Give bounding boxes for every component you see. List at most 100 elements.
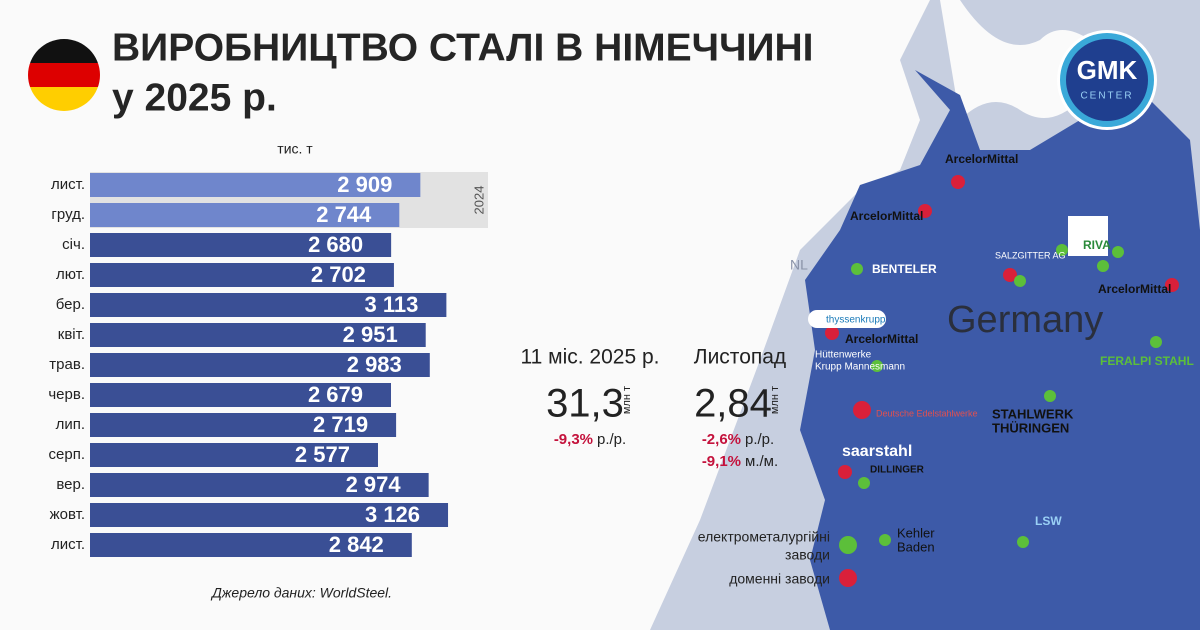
- company: ArcelorMittal: [845, 332, 918, 346]
- plant-dot: [1003, 268, 1017, 282]
- value-label: 2 744: [316, 202, 372, 227]
- category-label: жовт.: [50, 506, 85, 523]
- plant-dot: [1112, 246, 1124, 258]
- stat-period: 11 міс. 2025 р.: [521, 346, 660, 369]
- stat-period: Листопад: [694, 346, 786, 369]
- bar: [90, 203, 400, 227]
- value-label: 2 680: [308, 232, 363, 257]
- category-label: серп.: [49, 446, 85, 463]
- company: BENTELER: [872, 262, 937, 276]
- plant-dot: [851, 263, 863, 275]
- category-label: лип.: [56, 416, 85, 433]
- company: Deutsche Edelstahlwerke: [876, 408, 978, 418]
- plant-dot: [838, 465, 852, 479]
- plant-dot: [918, 204, 932, 218]
- company: ArcelorMittal: [1098, 282, 1171, 296]
- plant-dot: [951, 175, 965, 189]
- plant-dot: [1014, 275, 1026, 287]
- source: Джерело даних: WorldSteel.: [210, 585, 392, 601]
- bar-chart: тис. т 2024 лист. 2 909 груд. 2 744 січ. 2 680…: [48, 141, 488, 557]
- logo: GMK CENTER: [1057, 30, 1157, 130]
- group-label: 2024: [471, 186, 486, 215]
- bar: [90, 233, 392, 257]
- logo-ring: [1060, 33, 1154, 127]
- value-label: 2 909: [337, 172, 392, 197]
- plant-dot: [1044, 390, 1056, 402]
- plant-dot: [858, 477, 870, 489]
- company: STAHLWERK: [992, 406, 1074, 421]
- flag: [28, 39, 100, 111]
- category-label: бер.: [56, 296, 85, 313]
- bar: [90, 173, 421, 197]
- value-label: 2 983: [347, 352, 402, 377]
- category-label: січ.: [62, 236, 85, 253]
- category-label: лист.: [51, 536, 85, 553]
- company: DILLINGER: [870, 465, 925, 476]
- legend-label: заводи: [785, 547, 830, 563]
- bar: [90, 473, 429, 497]
- value-label: 2 719: [313, 412, 368, 437]
- category-label: трав.: [49, 356, 85, 373]
- value-label: 2 679: [308, 382, 363, 407]
- company-labels: ArcelorMittal ArcelorMittal ArcelorMitta…: [808, 152, 1194, 554]
- company: thyssenkrupp: [826, 315, 886, 326]
- plant-dot: [1017, 536, 1029, 548]
- logo-text: CENTER: [1080, 91, 1133, 102]
- company: RIVA: [1083, 238, 1111, 252]
- bar: [90, 503, 449, 527]
- company: Baden: [897, 539, 935, 554]
- category-label: квіт.: [58, 326, 85, 343]
- category-label: лют.: [56, 266, 85, 283]
- bar: [90, 383, 392, 407]
- logo-text: GMK: [1077, 55, 1138, 85]
- title: у 2025 р.: [112, 76, 277, 119]
- map: NL Germany ArcelorMittal ArcelorMittal A…: [650, 0, 1200, 630]
- value-label: 2 842: [329, 532, 384, 557]
- category-label: лист.: [51, 176, 85, 193]
- company: Kehler: [897, 525, 935, 540]
- company: LSW: [1035, 514, 1062, 528]
- value-label: 3 113: [365, 292, 419, 317]
- value-label: 2 951: [343, 322, 398, 347]
- company: ArcelorMittal: [945, 152, 1018, 166]
- map-label: Germany: [947, 299, 1103, 341]
- company: THÜRINGEN: [992, 420, 1069, 435]
- category-label: вер.: [56, 476, 85, 493]
- plant-dot: [1150, 336, 1162, 348]
- category-label: черв.: [48, 386, 85, 403]
- logo-mark: [853, 401, 871, 419]
- bar: [90, 353, 430, 377]
- plant-dots: [825, 175, 1179, 548]
- stat-value: 31,3: [546, 382, 624, 426]
- stat-basis: р./р.: [745, 431, 774, 448]
- bar: [90, 533, 412, 557]
- stat-change: -9,1%: [702, 453, 741, 470]
- company: saarstahl: [842, 443, 912, 460]
- plant-dot: [1056, 244, 1068, 256]
- stat-change: -2,6%: [702, 431, 741, 448]
- bar: [90, 413, 397, 437]
- plant-dot: [1165, 278, 1179, 292]
- stat-change: -9,3%: [554, 431, 593, 448]
- value-label: 2 577: [295, 442, 350, 467]
- legend-label: електрометалургійні: [698, 529, 830, 545]
- company: SALZGITTER AG: [995, 250, 1066, 260]
- logo-box: [1068, 216, 1108, 256]
- value-label: 2 702: [311, 262, 366, 287]
- company: Hüttenwerke: [815, 350, 872, 361]
- germany: [800, 70, 1200, 630]
- legend-label: доменні заводи: [729, 571, 830, 587]
- plant-dot: [871, 360, 883, 372]
- stat-basis: р./р.: [597, 431, 626, 448]
- unit-label: тис. т: [277, 141, 313, 157]
- stat-unit: млн т: [621, 386, 633, 414]
- stat-basis: м./м.: [745, 453, 778, 470]
- stat-unit: млн т: [769, 386, 781, 414]
- title: ВИРОБНИЦТВО СТАЛІ В НІМЕЧЧИНІ: [112, 26, 814, 69]
- plant-dot: [879, 534, 891, 546]
- category-label: груд.: [51, 206, 85, 223]
